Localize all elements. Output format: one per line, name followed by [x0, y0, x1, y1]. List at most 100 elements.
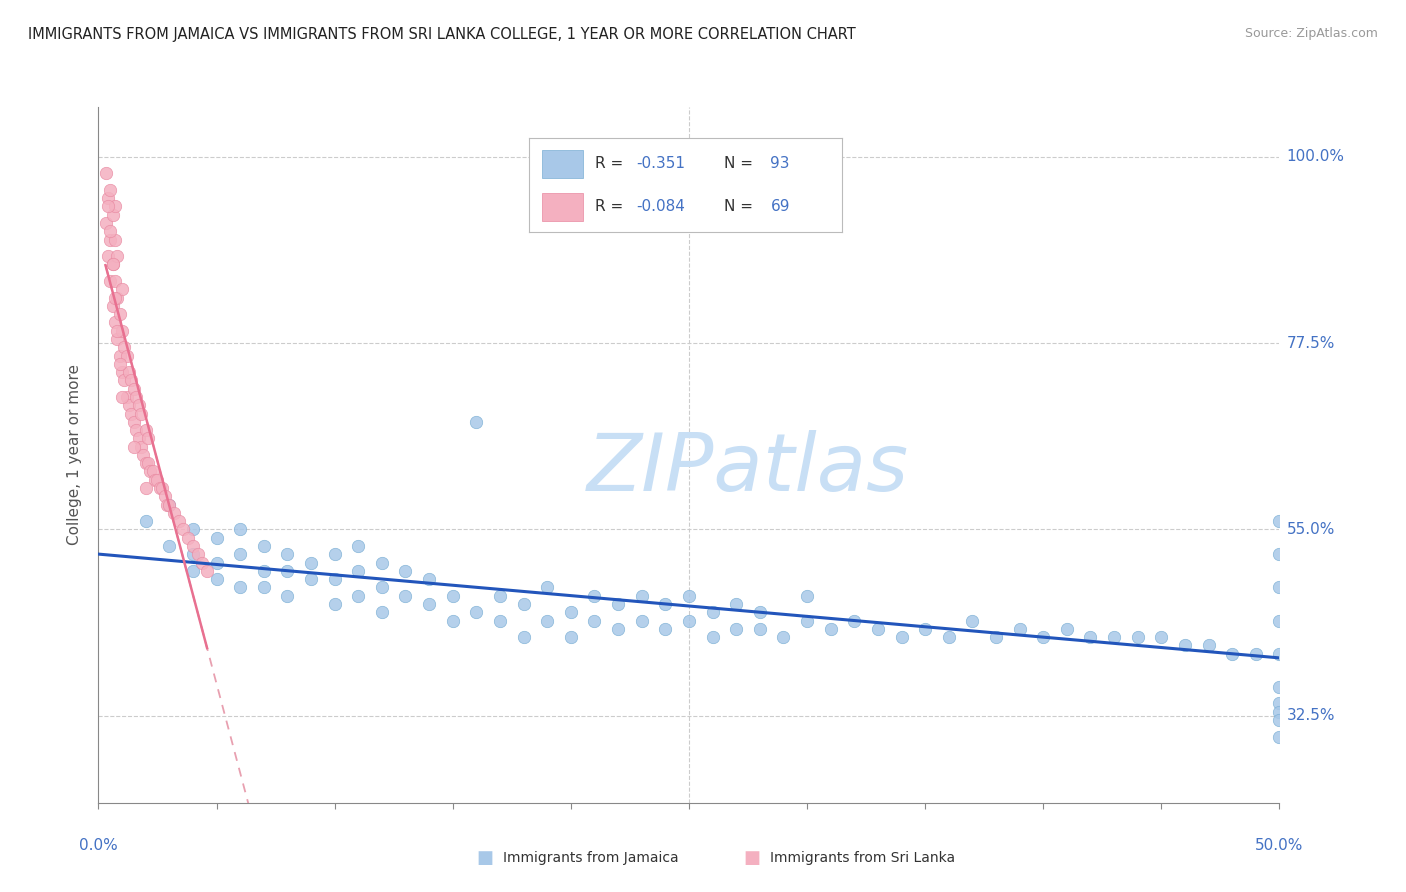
- Point: [136, 431, 159, 445]
- Point: [371, 581, 394, 595]
- Point: [229, 523, 252, 537]
- Point: [122, 440, 145, 454]
- Point: [111, 365, 134, 379]
- Point: [105, 249, 128, 263]
- Point: [129, 440, 152, 454]
- Point: [167, 514, 190, 528]
- Point: [97, 191, 120, 205]
- Point: [441, 589, 464, 603]
- Point: [1080, 630, 1102, 644]
- Point: [229, 547, 252, 561]
- Point: [146, 473, 169, 487]
- Text: Source: ZipAtlas.com: Source: ZipAtlas.com: [1244, 27, 1378, 40]
- Point: [105, 324, 128, 338]
- Point: [98, 224, 121, 238]
- Point: [772, 630, 794, 644]
- Point: [129, 407, 152, 421]
- Point: [205, 531, 228, 545]
- Point: [607, 597, 630, 611]
- Point: [489, 589, 512, 603]
- Point: [108, 307, 131, 321]
- Text: 77.5%: 77.5%: [1286, 335, 1334, 351]
- Point: [299, 556, 322, 570]
- Point: [136, 456, 159, 470]
- Point: [394, 564, 416, 578]
- Point: [205, 572, 228, 586]
- Point: [112, 340, 135, 354]
- Point: [748, 605, 770, 619]
- Point: [253, 539, 276, 553]
- Point: [276, 589, 298, 603]
- Point: [607, 622, 630, 636]
- Point: [195, 564, 218, 578]
- Point: [118, 398, 141, 412]
- Point: [725, 622, 748, 636]
- Point: [111, 282, 134, 296]
- Point: [98, 233, 121, 247]
- Point: [678, 614, 700, 628]
- Point: [101, 257, 124, 271]
- Point: [347, 539, 370, 553]
- Point: [1008, 622, 1031, 636]
- Text: 100.0%: 100.0%: [1286, 149, 1344, 164]
- Point: [229, 581, 252, 595]
- Point: [890, 630, 912, 644]
- Point: [118, 365, 141, 379]
- Point: [1268, 730, 1291, 744]
- Point: [104, 199, 127, 213]
- Text: ■: ■: [744, 849, 761, 867]
- Point: [104, 274, 127, 288]
- Point: [1268, 713, 1291, 727]
- Point: [1056, 622, 1078, 636]
- Point: [323, 547, 346, 561]
- Point: [844, 614, 866, 628]
- Point: [371, 556, 394, 570]
- Point: [153, 489, 176, 503]
- Point: [489, 614, 512, 628]
- Point: [142, 465, 165, 479]
- Point: [583, 589, 606, 603]
- Point: [122, 415, 145, 429]
- Point: [101, 208, 124, 222]
- Point: [418, 597, 440, 611]
- Point: [132, 448, 155, 462]
- Text: Immigrants from Sri Lanka: Immigrants from Sri Lanka: [770, 851, 956, 865]
- Point: [149, 481, 172, 495]
- Point: [1220, 647, 1243, 661]
- Point: [205, 556, 228, 570]
- Point: [1268, 680, 1291, 694]
- Point: [94, 166, 117, 180]
- Point: [111, 324, 134, 338]
- Point: [630, 589, 652, 603]
- Point: [157, 539, 180, 553]
- Point: [125, 423, 148, 437]
- Point: [1268, 705, 1291, 719]
- Point: [1268, 697, 1291, 711]
- Point: [172, 523, 194, 537]
- Point: [104, 291, 127, 305]
- Point: [135, 481, 157, 495]
- Point: [135, 514, 157, 528]
- Point: [191, 556, 214, 570]
- Point: [157, 498, 180, 512]
- Point: [866, 622, 889, 636]
- Text: ZIPatlas: ZIPatlas: [586, 430, 910, 508]
- Point: [984, 630, 1007, 644]
- Point: [512, 597, 534, 611]
- Point: [702, 630, 724, 644]
- Point: [105, 291, 128, 305]
- Point: [1268, 581, 1291, 595]
- Point: [1126, 630, 1149, 644]
- Text: 0.0%: 0.0%: [79, 838, 118, 854]
- Point: [98, 274, 121, 288]
- Point: [536, 614, 558, 628]
- Point: [678, 589, 700, 603]
- Point: [1174, 639, 1197, 653]
- Point: [128, 398, 150, 412]
- Point: [465, 605, 488, 619]
- Point: [253, 564, 276, 578]
- Point: [104, 315, 127, 329]
- Point: [115, 349, 138, 363]
- Point: [143, 473, 166, 487]
- Point: [97, 199, 120, 213]
